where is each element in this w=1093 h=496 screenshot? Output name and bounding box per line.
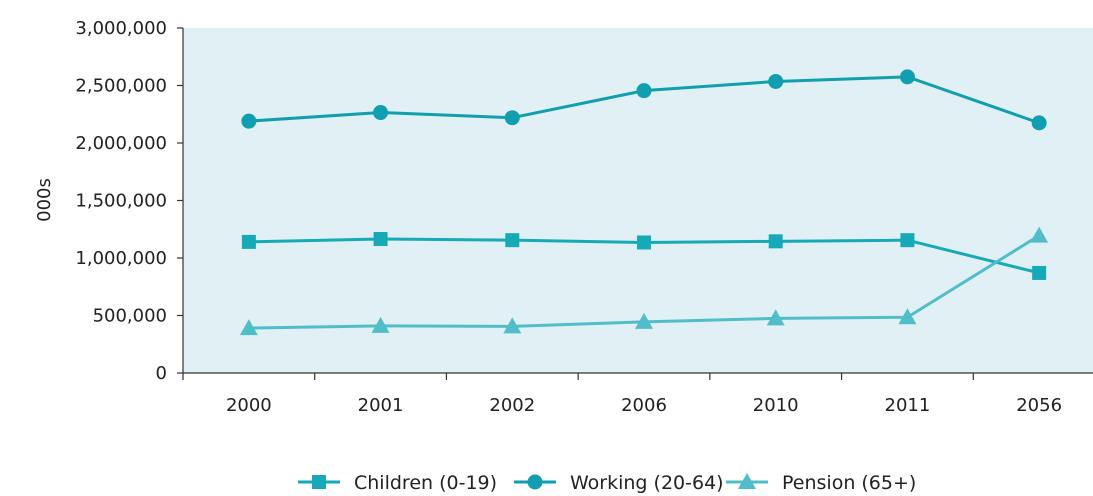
series-layer [239,69,1049,336]
data-point-children-0-19-marker [241,234,256,249]
x-tick-label: 2011 [885,395,931,416]
data-point-pension-65-marker [898,308,917,325]
series-pension-65 [239,226,1049,336]
y-tick-label: 3,000,000 [75,18,167,39]
legend-marker [312,475,326,489]
legend-label: Children (0-19) [354,472,497,494]
x-tick-label: 2010 [753,395,799,416]
x-tick-label: 2006 [621,395,667,416]
data-point-working-20-64-marker [241,113,257,129]
y-axis: 0 500,000 1,000,000 1,500,000 2,000,000 2,500… [75,18,184,384]
y-axis-title: 000s [34,178,55,222]
data-point-children-0-19-marker [373,232,388,247]
y-tick-label: 1,500,000 [75,191,167,212]
y-tick-label: 2,500,000 [75,76,167,97]
y-tick-label: 2,000,000 [75,133,167,154]
legend-label: Working (20-64) [570,472,724,494]
series-children-0-19 [241,232,1047,280]
x-tick-label: 2056 [1016,395,1062,416]
data-point-children-0-19-marker [1032,265,1047,280]
x-tick-label: 2002 [489,395,535,416]
data-point-pension-65-marker [371,316,390,333]
legend-marker [738,473,756,489]
legend-marker [527,474,543,490]
data-point-pension-65-marker [239,319,258,336]
data-point-working-20-64-marker [768,73,784,89]
y-tick-label: 1,000,000 [75,248,167,269]
x-tick-label: 2000 [226,395,272,416]
data-point-children-0-19-marker [768,234,783,249]
plot-area [183,28,1093,373]
x-axis: 2000 2001 2002 2006 2010 2011 2056 [182,372,1093,416]
data-point-working-20-64-marker [899,69,915,85]
data-point-children-0-19-marker [505,233,520,248]
data-point-children-0-19-marker [637,235,651,250]
data-point-children-0-19-marker [900,233,915,248]
y-tick-label: 0 [156,363,167,384]
data-point-working-20-64-marker [504,110,520,126]
data-point-working-20-64-marker [636,83,652,99]
legend-label: Pension (65+) [782,472,916,494]
legend-item-children-0-19: Children (0-19) [298,472,497,494]
legend-item-pension-65: Pension (65+) [726,472,916,494]
data-point-pension-65-marker [1030,226,1049,243]
data-point-pension-65-marker [503,317,522,334]
legend: Children (0-19) Working (20-64) Pension (6… [298,472,916,494]
x-tick-label: 2001 [358,395,404,416]
data-point-working-20-64-marker [1031,115,1047,131]
data-point-working-20-64-marker [373,105,389,121]
y-tick-label: 500,000 [93,306,167,327]
series-working-20-64 [241,69,1047,131]
data-point-pension-65-marker [766,309,785,326]
legend-item-working-20-64: Working (20-64) [514,472,724,494]
data-point-pension-65-marker [635,312,653,329]
